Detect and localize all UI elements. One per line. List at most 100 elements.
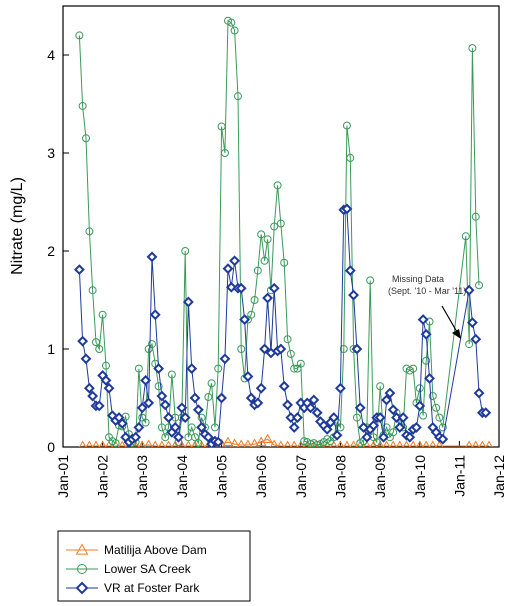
- data-point: [197, 440, 206, 447]
- data-point: [93, 400, 105, 412]
- data-point: [202, 431, 214, 443]
- data-point: [339, 345, 348, 353]
- data-point: [252, 397, 264, 409]
- series-line: [78, 19, 480, 446]
- data-point: [164, 440, 173, 447]
- data-point: [417, 314, 429, 326]
- data-point: [438, 423, 447, 432]
- data-point: [262, 433, 273, 444]
- data-point: [78, 101, 87, 110]
- x-tick-label: Jan-05: [214, 455, 230, 498]
- data-point: [173, 431, 184, 443]
- data-point: [230, 26, 239, 35]
- data-point: [422, 440, 430, 447]
- data-point: [330, 440, 338, 447]
- annotation-line-1: Missing Data: [392, 274, 444, 284]
- data-point: [100, 374, 112, 386]
- data-point: [429, 440, 437, 447]
- data-point: [282, 399, 293, 411]
- data-point: [216, 392, 227, 404]
- data-point: [144, 439, 153, 447]
- data-point: [229, 255, 241, 267]
- data-point: [480, 407, 492, 419]
- data-point: [437, 433, 449, 445]
- data-point: [290, 440, 298, 447]
- data-point: [225, 281, 237, 293]
- data-point: [303, 440, 311, 447]
- data-point: [470, 333, 482, 345]
- data-point: [394, 421, 406, 433]
- data-point: [283, 440, 292, 447]
- data-point: [354, 402, 366, 414]
- data-point: [468, 44, 477, 53]
- data-point: [91, 338, 100, 347]
- data-point: [336, 440, 345, 447]
- data-point: [473, 387, 485, 399]
- data-point: [179, 412, 191, 424]
- data-point: [80, 353, 92, 365]
- data-point: [420, 328, 432, 340]
- data-point: [159, 399, 171, 411]
- data-point: [368, 420, 379, 431]
- data-point: [190, 433, 199, 442]
- data-point: [204, 393, 213, 402]
- data-point: [149, 309, 161, 321]
- data-point: [243, 439, 253, 447]
- data-point: [465, 440, 473, 447]
- data-point: [422, 356, 431, 365]
- data-point: [259, 343, 270, 355]
- legend-label: Matilija Above Dam: [104, 543, 207, 557]
- x-tick-label: Jan-09: [372, 455, 388, 498]
- data-point: [182, 296, 194, 308]
- data-point: [88, 286, 97, 295]
- data-point: [161, 433, 170, 442]
- x-tick-label: Jan-10: [412, 455, 428, 498]
- data-point: [465, 340, 474, 349]
- data-point: [222, 436, 234, 446]
- data-point: [138, 440, 146, 447]
- data-point: [471, 212, 480, 221]
- data-point: [478, 440, 487, 447]
- data-point: [249, 438, 260, 447]
- data-point: [268, 282, 280, 294]
- data-point: [83, 382, 95, 394]
- data-point: [118, 440, 126, 447]
- data-point: [227, 18, 236, 27]
- data-point: [424, 372, 435, 384]
- x-tick-label: Jan-12: [491, 455, 507, 498]
- data-point: [98, 310, 107, 319]
- x-tick-label: Jan-08: [332, 455, 348, 498]
- data-point: [167, 370, 176, 379]
- x-tick-label: Jan-01: [55, 455, 71, 498]
- data-point: [169, 421, 181, 433]
- data-point: [163, 412, 175, 424]
- data-point: [472, 440, 480, 447]
- y-tick-label: 2: [47, 243, 55, 259]
- data-point: [273, 181, 282, 190]
- data-point: [389, 440, 397, 447]
- data-point: [396, 440, 404, 447]
- data-point: [428, 392, 437, 401]
- data-point: [290, 364, 299, 373]
- data-point: [111, 439, 120, 447]
- data-point: [77, 335, 89, 347]
- data-point: [382, 423, 391, 432]
- data-point: [207, 379, 216, 388]
- data-point: [196, 421, 208, 433]
- y-tick-label: 1: [47, 341, 55, 357]
- data-point: [140, 374, 152, 386]
- data-point: [242, 371, 254, 382]
- data-point: [194, 439, 203, 447]
- data-point: [409, 440, 417, 447]
- data-point: [374, 412, 386, 424]
- y-tick-label: 3: [47, 145, 55, 161]
- data-point: [435, 440, 444, 447]
- data-point: [349, 440, 358, 447]
- data-point: [308, 394, 320, 406]
- data-point: [409, 364, 418, 373]
- data-point: [341, 203, 353, 215]
- data-point: [296, 359, 305, 368]
- data-point: [85, 440, 94, 447]
- missing-data-annotation: Missing Data (Sept. '10 - Mar '11): [388, 274, 466, 339]
- data-point: [75, 31, 84, 40]
